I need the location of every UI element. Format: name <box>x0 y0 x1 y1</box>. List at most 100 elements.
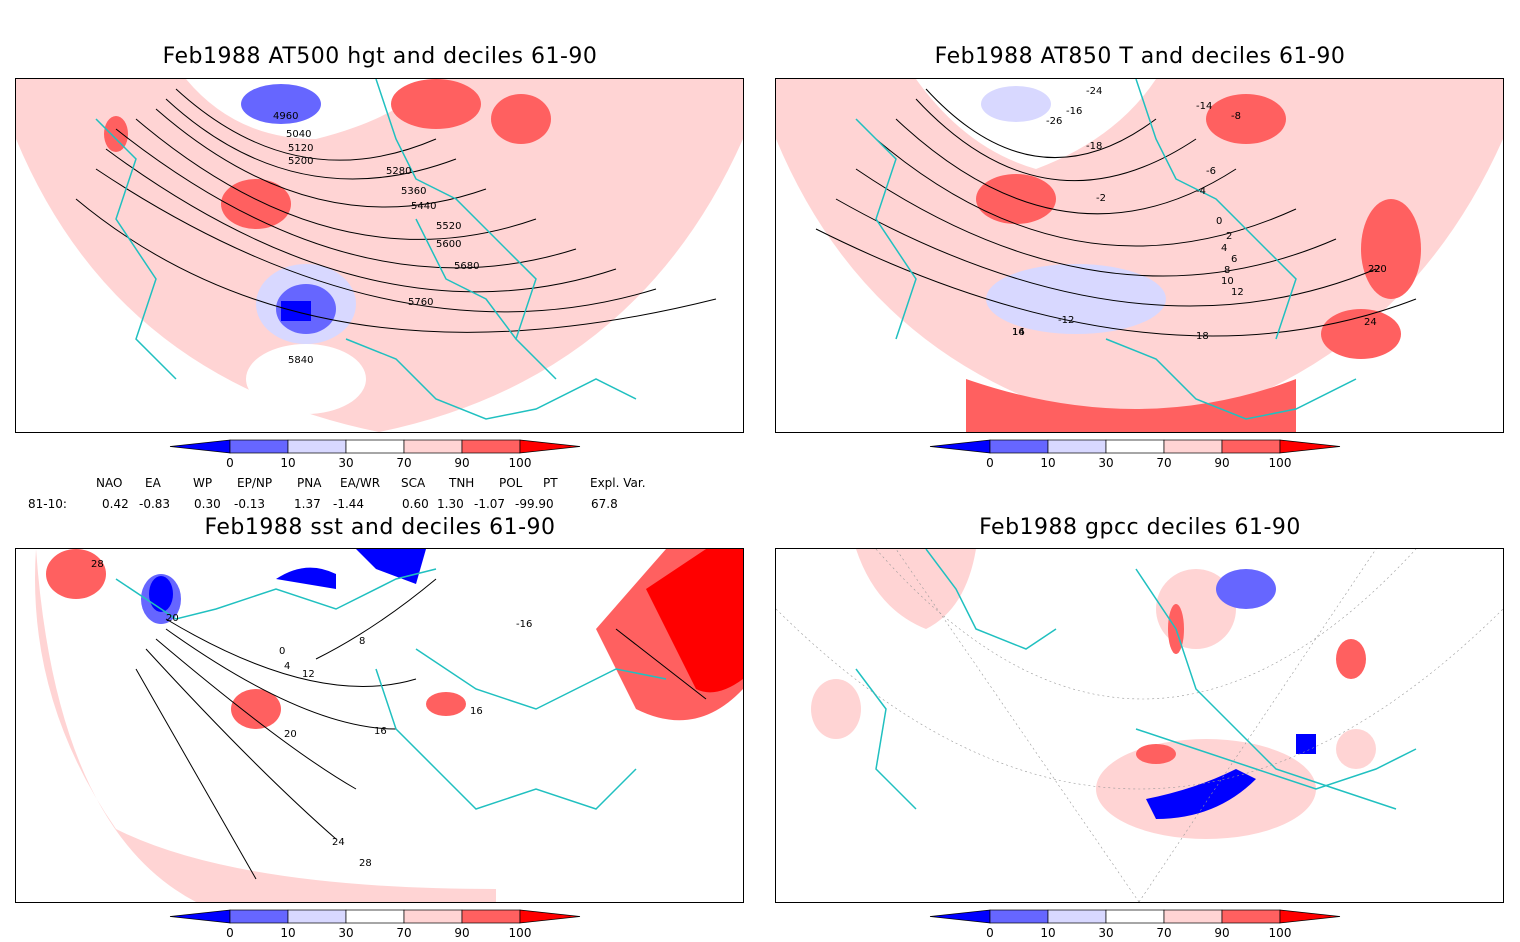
contour-label: 12 <box>302 669 315 680</box>
index-value: -99.90 <box>515 497 554 511</box>
colorbar-segment <box>287 439 347 454</box>
colorbar-tick-label: 30 <box>1098 456 1113 470</box>
contour-label: -18 <box>1086 141 1102 152</box>
colorbar-segment <box>1221 909 1281 924</box>
colorbar-segment <box>403 909 463 924</box>
index-value: -1.07 <box>474 497 506 511</box>
contour-label: 22 <box>1368 264 1381 275</box>
index-name: Expl. Var. <box>590 476 646 490</box>
contour-label: 4 <box>1221 243 1227 254</box>
index-value: -0.83 <box>139 497 171 511</box>
colorbar-tick-label: 70 <box>396 926 411 940</box>
colorbar-segment <box>929 909 991 924</box>
colorbar-tick-label: 0 <box>226 926 234 940</box>
colorbar-tick-label: 90 <box>454 926 469 940</box>
colorbar-t850: 0 10 30 70 90 100 <box>929 438 1350 472</box>
colorbar-tick-label: 0 <box>226 456 234 470</box>
colorbar-gpcc: 0 10 30 70 90 100 <box>929 908 1350 942</box>
colorbar-svg: 0 10 30 70 90 100 <box>929 909 1341 940</box>
index-name: POL <box>499 476 523 490</box>
panel-title-gpcc: Feb1988 gpcc deciles 61-90 <box>979 515 1301 540</box>
index-name: PT <box>543 476 558 490</box>
colorbar-tick-label: 90 <box>454 456 469 470</box>
contour-label: 5360 <box>401 186 426 197</box>
colorbar-segment <box>1279 439 1341 454</box>
teleconnection-indices: NAO EA WP EP/NP PNA EA/WR SCA TNH POL PT… <box>0 476 760 516</box>
colorbar-tick-label: 100 <box>1269 926 1292 940</box>
index-name: EP/NP <box>237 476 273 490</box>
index-value: 0.60 <box>402 497 429 511</box>
contour-label: -24 <box>1086 86 1102 97</box>
index-value: -0.13 <box>234 497 266 511</box>
contour-label: 24 <box>1364 317 1377 328</box>
map-t850: -24 -26 -16 -18 -14 -12 -8 -6 -4 -2 0 2 … <box>776 79 1503 432</box>
colorbar-segment <box>1105 909 1165 924</box>
contour-label: 5440 <box>411 201 436 212</box>
index-name: EA/WR <box>340 476 381 490</box>
contour-label: 2 <box>1226 231 1232 242</box>
contour-label: 5840 <box>288 355 313 366</box>
colorbar-tick-label: 30 <box>338 456 353 470</box>
contour-label: 20 <box>166 613 179 624</box>
colorbar-segment <box>287 909 347 924</box>
index-value: -1.44 <box>333 497 365 511</box>
colorbar-tick-label: 0 <box>986 456 994 470</box>
contour-label: -2 <box>1096 193 1106 204</box>
contour-label: 5680 <box>454 261 479 272</box>
contour-label: 10 <box>1221 276 1234 287</box>
colorbar-segment <box>989 909 1049 924</box>
index-name: TNH <box>449 476 475 490</box>
contour-label: 20 <box>284 729 297 740</box>
contour-label: -26 <box>1046 116 1062 127</box>
colorbar-segment <box>403 439 463 454</box>
panel-title-hgt: Feb1988 AT500 hgt and deciles 61-90 <box>162 44 598 69</box>
contour-label: -6 <box>1206 166 1216 177</box>
map-panel-sst: 28 20 0 4 8 12 16 20 24 28 -16 16 <box>15 548 744 903</box>
index-name: NAO <box>96 476 123 490</box>
colorbar-segment <box>345 439 405 454</box>
map-panel-hgt: 4960 5040 5120 5200 5280 5360 5440 5520 … <box>15 78 744 433</box>
map-hgt: 4960 5040 5120 5200 5280 5360 5440 5520 … <box>16 79 743 432</box>
contour-label: 14 <box>1012 327 1025 338</box>
index-value: 0.30 <box>194 497 221 511</box>
contour-label: 5520 <box>436 221 461 232</box>
colorbar-segment <box>1221 439 1281 454</box>
colorbar-tick-label: 90 <box>1214 926 1229 940</box>
colorbar-tick-label: 30 <box>1098 926 1113 940</box>
index-value: 1.37 <box>294 497 321 511</box>
colorbar-segment <box>1105 439 1165 454</box>
colorbar-segment <box>229 439 289 454</box>
map-panel-gpcc <box>775 548 1504 903</box>
contour-label: 4960 <box>273 111 298 122</box>
colorbar-tick-label: 100 <box>509 926 532 940</box>
contour-label: 5040 <box>286 129 311 140</box>
colorbar-tick-label: 70 <box>1156 926 1171 940</box>
colorbar-segment <box>1047 909 1107 924</box>
colorbar-svg: 0 10 30 70 90 100 <box>169 439 581 470</box>
colorbar-tick-label: 0 <box>986 926 994 940</box>
contour-label: 16 <box>1012 327 1025 338</box>
contour-label: 12 <box>1231 287 1244 298</box>
colorbar-tick-label: 10 <box>280 456 295 470</box>
colorbar-segment <box>1163 439 1223 454</box>
colorbar-segment <box>519 909 581 924</box>
contour-label: 6 <box>1231 254 1237 265</box>
contour-label: 18 <box>1196 331 1209 342</box>
colorbar-tick-label: 100 <box>1269 456 1292 470</box>
contour-label: 8 <box>359 636 365 647</box>
contour-label: -14 <box>1196 101 1212 112</box>
colorbar-tick-label: 10 <box>280 926 295 940</box>
index-name: WP <box>193 476 213 490</box>
colorbar-segment <box>169 439 231 454</box>
colorbar-tick-label: 70 <box>1156 456 1171 470</box>
contour-label: -16 <box>516 619 532 630</box>
map-gpcc <box>776 549 1503 902</box>
contour-label: 4 <box>284 661 290 672</box>
colorbar-svg: 0 10 30 70 90 100 <box>169 909 581 940</box>
contour-label: 28 <box>359 858 372 869</box>
colorbar-tick-label: 10 <box>1040 926 1055 940</box>
colorbar-tick-label: 100 <box>509 456 532 470</box>
contour-label: 5200 <box>288 156 313 167</box>
index-value: 1.30 <box>437 497 464 511</box>
map-panel-t850: -24 -26 -16 -18 -14 -12 -8 -6 -4 -2 0 2 … <box>775 78 1504 433</box>
